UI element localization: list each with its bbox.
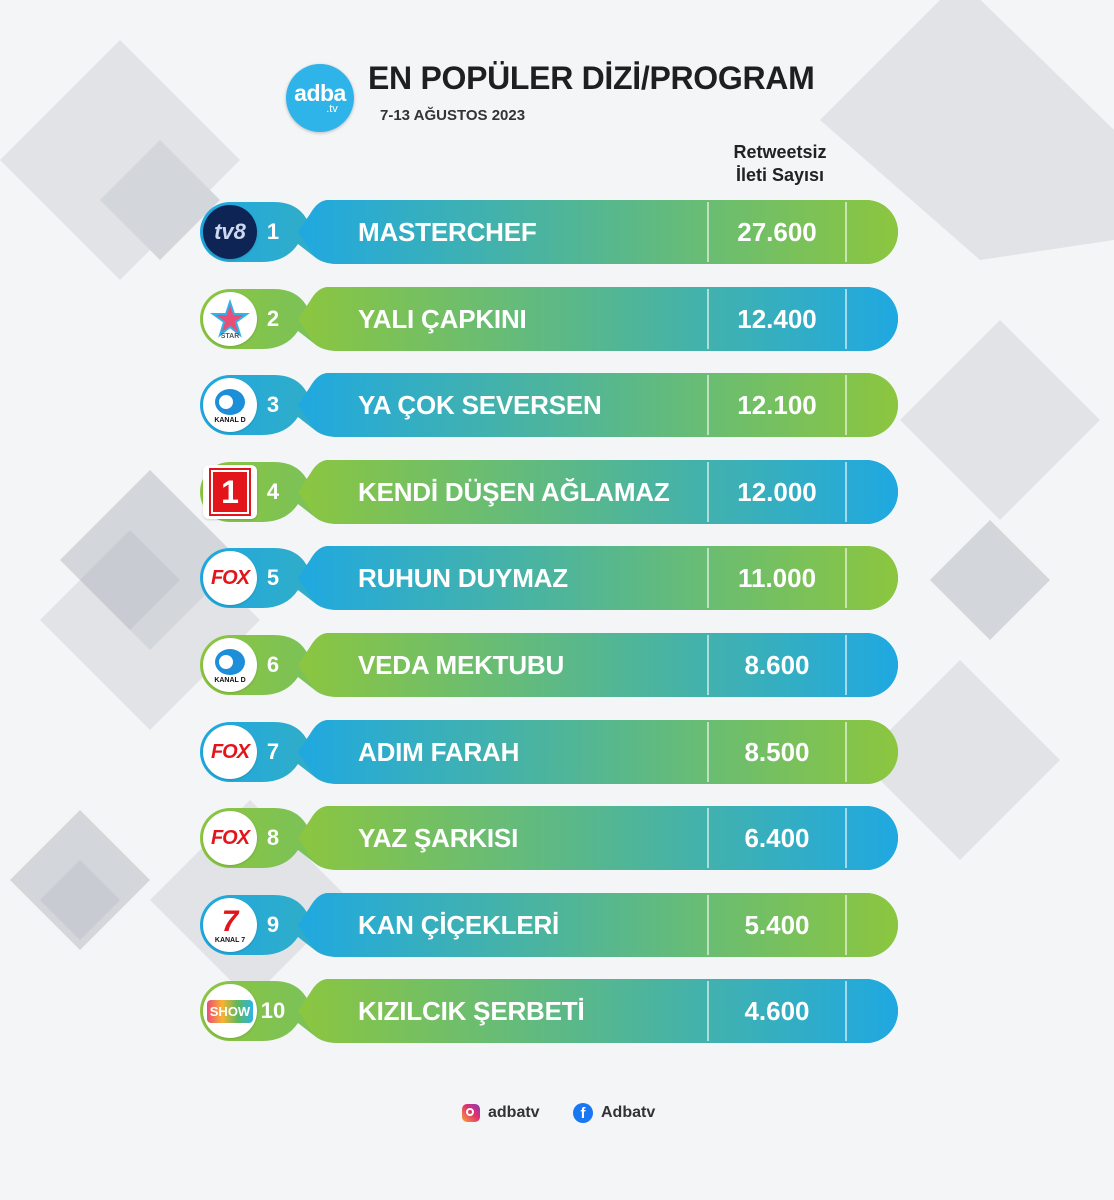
row-banner — [200, 893, 898, 957]
post-count: 12.000 — [737, 477, 817, 507]
ranking-row: tv8 1 MASTERCHEF 27.600 — [0, 200, 1114, 264]
kanal-7-logo: 7 KANAL 7 — [203, 898, 257, 952]
row-banner — [200, 200, 898, 264]
show-title: VEDA MEKTUBU — [358, 650, 565, 680]
show-title: KAN ÇİÇEKLERİ — [358, 910, 560, 940]
rank-number: 3 — [266, 392, 280, 417]
trt1-logo: 1 — [203, 465, 257, 519]
post-count: 6.400 — [744, 823, 810, 853]
row-banner — [200, 460, 898, 524]
channel-logo-text: KANAL 7 — [214, 936, 246, 944]
show-title: YAZ ŞARKISI — [358, 823, 519, 853]
post-count: 8.600 — [744, 650, 810, 680]
instagram-icon — [462, 1104, 480, 1122]
rank-number: 9 — [266, 912, 280, 937]
ranking-row: FOX 8 YAZ ŞARKISI 6.400 — [0, 806, 1114, 870]
facebook-handle: Adbatv — [601, 1104, 656, 1121]
post-count: 5.400 — [744, 910, 810, 940]
fox-logo: FOX — [203, 551, 257, 605]
tv8-logo: tv8 — [203, 205, 257, 259]
ranking-row: KANAL D 6 VEDA MEKTUBU 8.600 — [0, 633, 1114, 697]
show-title: KIZILCIK ŞERBETİ — [358, 996, 585, 1026]
channel-logo-text: 1 — [209, 468, 251, 516]
post-count: 27.600 — [737, 217, 817, 247]
rank-number: 2 — [266, 306, 280, 331]
column-header-line-1: Retweetsiz — [733, 142, 827, 162]
channel-logo-text: FOX — [210, 826, 250, 849]
show-title: KENDİ DÜŞEN AĞLAMAZ — [358, 477, 670, 507]
logo-suffix: .tv — [326, 102, 338, 115]
facebook-link[interactable]: f Adbatv — [573, 1100, 655, 1126]
row-banner — [200, 806, 898, 870]
row-banner — [200, 287, 898, 351]
row-banner — [200, 633, 898, 697]
adba-tv-logo: adba .tv — [286, 64, 354, 132]
star-icon — [210, 299, 250, 338]
fox-logo: FOX — [203, 811, 257, 865]
rank-number: 6 — [266, 652, 280, 677]
kanal-d-disc-icon — [215, 389, 245, 415]
kanal-d-disc-icon — [215, 649, 245, 675]
rank-number: 5 — [266, 565, 280, 590]
ranking-row: 1 4 KENDİ DÜŞEN AĞLAMAZ 12.000 — [0, 460, 1114, 524]
row-banner — [200, 373, 898, 437]
instagram-link[interactable]: adbatv — [462, 1100, 540, 1126]
row-banner — [200, 979, 898, 1043]
kanal-7-seven-icon: 7 — [221, 904, 239, 938]
rank-number: 7 — [266, 739, 280, 764]
ranking-row: 7 KANAL 7 9 KAN ÇİÇEKLERİ 5.400 — [0, 893, 1114, 957]
row-banner — [200, 720, 898, 784]
show-tv-logo: SHOW — [203, 984, 257, 1038]
instagram-handle: adbatv — [488, 1104, 540, 1121]
footer: adbatv f Adbatv — [0, 1100, 1114, 1126]
channel-logo-text: tv8 — [214, 219, 246, 244]
show-title: ADIM FARAH — [358, 737, 520, 767]
post-count: 12.100 — [737, 390, 817, 420]
ranking-row: SHOW 10 KIZILCIK ŞERBETİ 4.600 — [0, 979, 1114, 1043]
rank-number: 8 — [266, 825, 280, 850]
star-logo: STAR — [203, 292, 257, 346]
kanal-d-logo: KANAL D — [203, 638, 257, 692]
ranking-row: FOX 5 RUHUN DUYMAZ 11.000 — [0, 546, 1114, 610]
channel-logo-text: STAR — [220, 333, 240, 340]
show-title: YALI ÇAPKINI — [358, 304, 527, 334]
show-title: RUHUN DUYMAZ — [358, 563, 568, 593]
post-count: 12.400 — [737, 304, 817, 334]
rank-number: 4 — [266, 479, 280, 504]
logo-text: adba — [294, 79, 346, 106]
channel-logo-text: FOX — [210, 566, 250, 589]
column-header-line-2: İleti Sayısı — [735, 165, 825, 185]
facebook-icon: f — [573, 1103, 593, 1123]
channel-logo-text: KANAL D — [214, 677, 246, 684]
kanal-d-logo: KANAL D — [203, 378, 257, 432]
fox-logo: FOX — [203, 725, 257, 779]
date-range: 7-13 AĞUSTOS 2023 — [380, 107, 526, 124]
post-count: 4.600 — [744, 996, 810, 1026]
post-count: 8.500 — [744, 737, 810, 767]
column-header: Retweetsiz İleti Sayısı — [710, 141, 850, 187]
channel-logo-text: FOX — [210, 740, 250, 763]
ranking-row: STAR 2 YALI ÇAPKINI 12.400 — [0, 287, 1114, 351]
ranking-row: KANAL D 3 YA ÇOK SEVERSEN 12.100 — [0, 373, 1114, 437]
row-banner — [200, 546, 898, 610]
show-title: YA ÇOK SEVERSEN — [358, 390, 602, 420]
channel-logo-text: KANAL D — [214, 417, 246, 424]
rank-number: 10 — [260, 998, 286, 1023]
rank-number: 1 — [266, 219, 280, 244]
post-count: 11.000 — [737, 563, 817, 593]
show-title: MASTERCHEF — [358, 217, 537, 247]
ranking-row: FOX 7 ADIM FARAH 8.500 — [0, 720, 1114, 784]
channel-logo-text: SHOW — [206, 999, 254, 1023]
page-title: EN POPÜLER DİZİ/PROGRAM — [368, 60, 815, 96]
